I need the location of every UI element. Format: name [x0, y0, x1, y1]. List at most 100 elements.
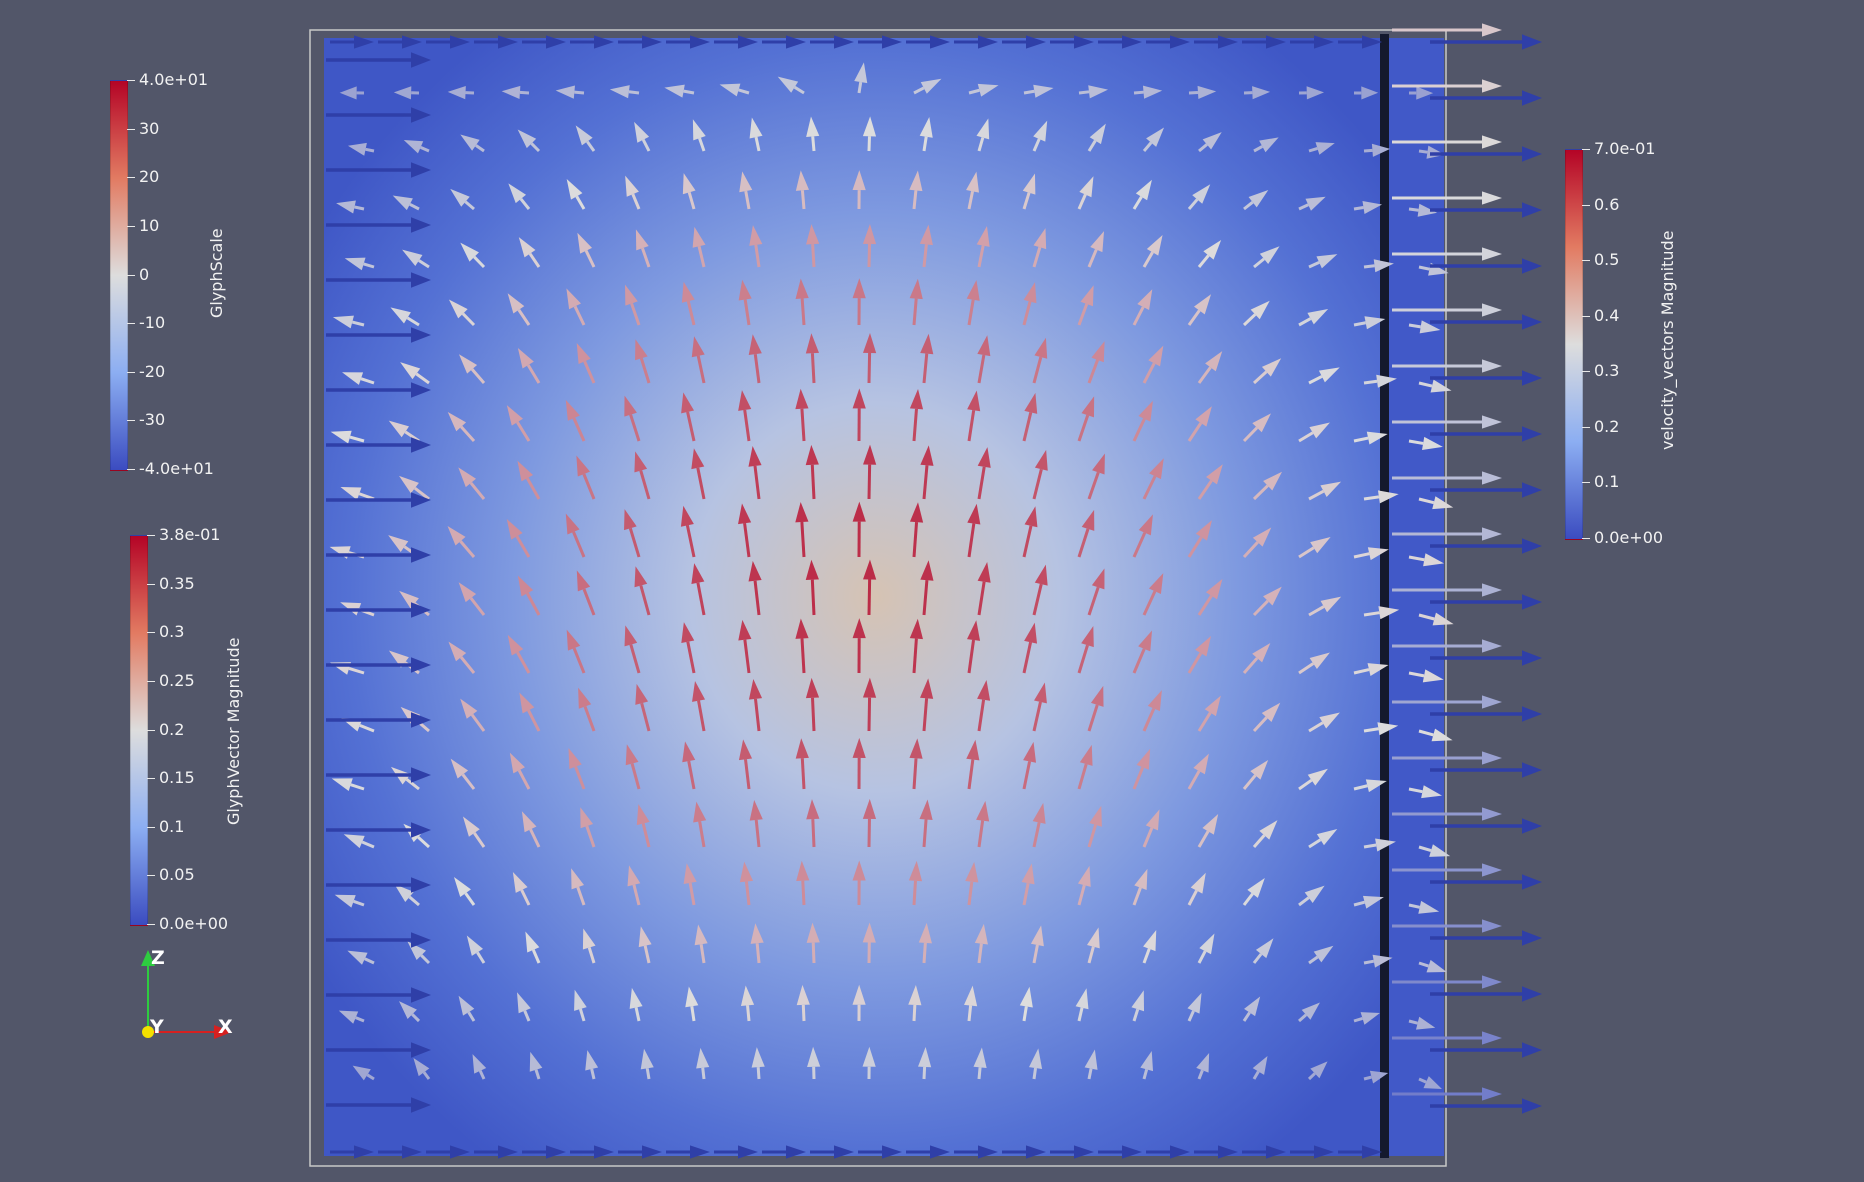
vector-glyph: [458, 467, 486, 500]
vector-glyph: [458, 582, 486, 616]
vector-glyph: [635, 683, 651, 732]
flow-field-plane[interactable]: [324, 38, 1384, 1156]
vector-glyph: [394, 883, 420, 907]
vector-glyph: [739, 861, 753, 906]
velocity-tick-mark: [1582, 260, 1590, 262]
glyphscale-tick-label: -30: [139, 410, 166, 430]
vector-glyph: [1187, 635, 1211, 674]
vector-glyph: [692, 226, 706, 268]
vector-glyph: [1050, 1145, 1094, 1159]
vector-glyph: [1363, 259, 1394, 273]
vector-glyph: [1187, 294, 1212, 326]
vector-glyph: [1353, 86, 1379, 100]
vector-glyph: [1032, 337, 1048, 384]
velocity-colorbar: [1565, 149, 1583, 540]
velocity-tick-mark: [1582, 204, 1590, 206]
vector-glyph: [399, 475, 430, 501]
vector-glyph: [966, 280, 980, 326]
vector-glyph: [1197, 239, 1222, 268]
vector-glyph: [506, 405, 531, 442]
vector-glyph: [964, 985, 978, 1022]
vector-glyph: [919, 116, 933, 152]
vector-glyph: [326, 52, 431, 68]
vector-glyph: [565, 399, 586, 442]
vector-glyph: [968, 83, 999, 97]
vector-glyph: [624, 509, 641, 558]
vector-glyph: [1408, 203, 1438, 217]
vector-glyph: [1087, 568, 1105, 616]
vector-glyph: [326, 1042, 431, 1058]
vector-glyph: [1392, 863, 1502, 877]
vector-glyph: [1430, 762, 1542, 778]
vector-glyph: [920, 678, 934, 732]
vector-glyph: [609, 85, 640, 99]
glyphvector-tick-mark: [147, 729, 155, 731]
vector-glyph: [1392, 583, 1502, 597]
vector-glyph: [1392, 79, 1502, 93]
vector-glyph: [400, 362, 430, 385]
velocity-tick-label: 0.2: [1594, 416, 1620, 436]
vector-glyph: [852, 860, 866, 906]
vector-glyph: [634, 566, 651, 616]
vector-glyph: [344, 257, 375, 271]
vector-glyph: [1242, 527, 1272, 559]
vector-glyph: [1023, 84, 1054, 98]
vector-glyph: [507, 634, 531, 674]
vector-glyph: [1032, 120, 1048, 152]
vector-glyph: [738, 279, 752, 326]
vector-glyph: [1243, 86, 1271, 100]
vector-glyph: [413, 1057, 431, 1080]
glyphscale-tick-mark: [127, 177, 135, 179]
vector-glyph: [852, 170, 866, 210]
vector-glyph: [920, 445, 934, 500]
vector-glyph: [977, 335, 991, 384]
vector-glyph: [634, 451, 651, 500]
vector-glyph: [1408, 436, 1443, 450]
vector-glyph: [625, 284, 641, 326]
vector-glyph: [1022, 506, 1038, 558]
vector-glyph: [1430, 1098, 1542, 1114]
vector-glyph: [1197, 933, 1215, 964]
vector-glyph: [339, 86, 365, 100]
vector-glyph: [749, 800, 763, 848]
vector-glyph: [750, 923, 764, 964]
vector-glyph: [806, 224, 820, 268]
vector-glyph: [1242, 1145, 1286, 1159]
vector-glyph: [576, 455, 596, 500]
vector-glyph: [1022, 622, 1038, 674]
vector-glyph: [1298, 885, 1325, 907]
vector-glyph: [1353, 200, 1383, 215]
vector-glyph: [1197, 464, 1223, 500]
vector-glyph: [908, 860, 923, 906]
vector-glyph: [1197, 351, 1223, 384]
glyphvector-tick-mark: [147, 632, 155, 634]
vector-glyph: [466, 935, 486, 964]
vector-glyph: [1308, 254, 1338, 269]
vector-glyph: [692, 680, 706, 732]
vector-glyph: [399, 1001, 421, 1023]
glyphscale-title: GlyphScale: [207, 228, 226, 318]
vector-glyph: [738, 619, 752, 674]
velocity-tick-label: 0.3: [1594, 361, 1620, 381]
vector-glyph: [326, 657, 431, 673]
vector-glyph: [748, 560, 762, 616]
vector-glyph: [682, 173, 696, 210]
vector-glyph: [862, 1046, 876, 1080]
glyphscale-tick-mark: [127, 469, 135, 470]
vector-glyph: [909, 502, 924, 558]
vector-glyph: [1146, 35, 1190, 49]
vector-glyph: [796, 984, 810, 1022]
vector-glyph: [862, 223, 877, 268]
vector-glyph: [795, 388, 809, 442]
vector-glyph: [1408, 86, 1434, 100]
vector-glyph: [681, 622, 696, 674]
glyphscale-tick-mark: [127, 128, 135, 130]
glyphvector-tick-mark: [147, 778, 155, 780]
vector-glyph: [1430, 706, 1542, 722]
vector-glyph: [751, 1047, 765, 1080]
vector-glyph: [566, 629, 586, 674]
vector-glyph: [460, 242, 486, 269]
vector-glyph: [1198, 132, 1222, 153]
vector-glyph: [852, 737, 866, 790]
